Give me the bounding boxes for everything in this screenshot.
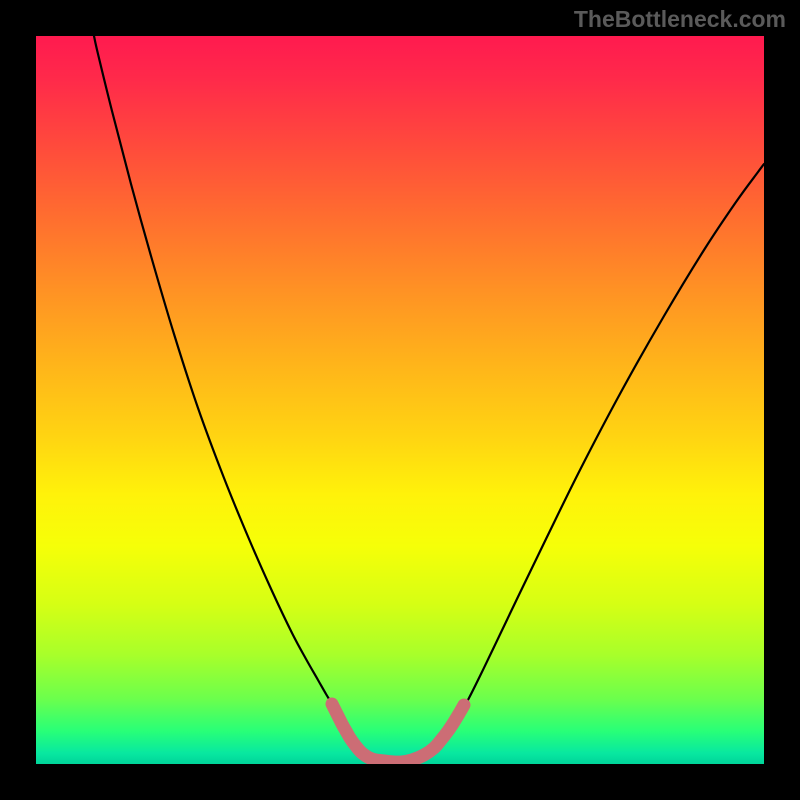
bottleneck-curve-chart	[36, 36, 764, 764]
chart-frame: TheBottleneck.com	[0, 0, 800, 800]
gradient-background	[36, 36, 764, 764]
watermark-text: TheBottleneck.com	[574, 6, 786, 33]
plot-area	[36, 36, 764, 764]
